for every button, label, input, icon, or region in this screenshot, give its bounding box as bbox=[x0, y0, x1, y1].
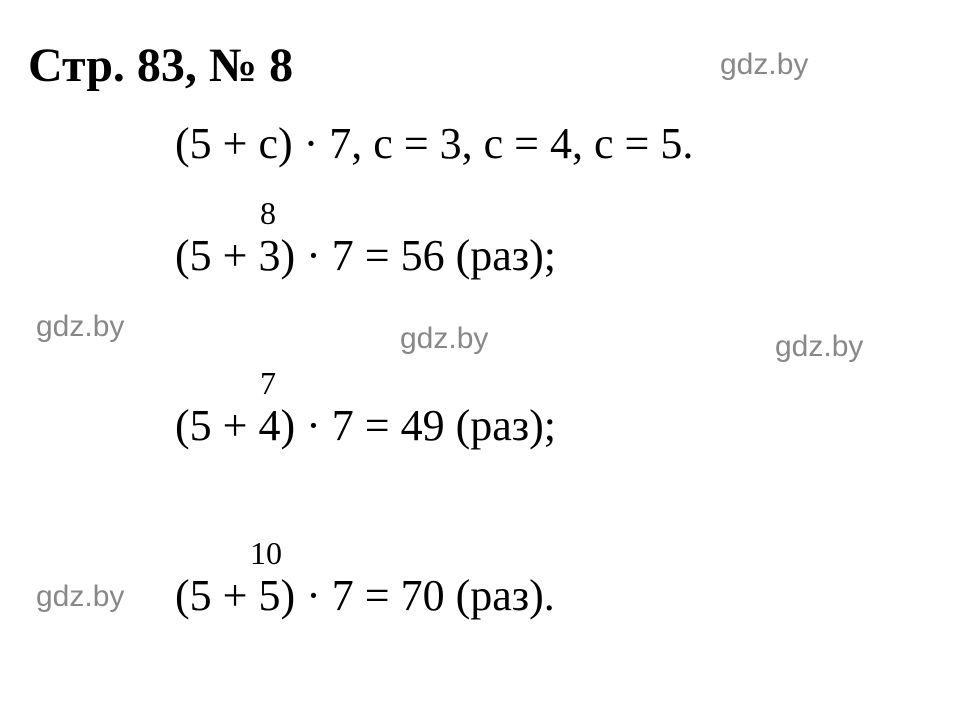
watermark-3: gdz.by bbox=[400, 322, 488, 356]
superscript-2: 7 bbox=[260, 365, 276, 402]
equation-group-3: 10 (5 + 5) · 7 = 70 (раз). bbox=[175, 570, 555, 621]
superscript-3: 10 bbox=[250, 535, 282, 572]
equation-group-1: 8 (5 + 3) · 7 = 56 (раз); bbox=[175, 230, 556, 281]
watermark-2: gdz.by bbox=[36, 310, 124, 344]
watermark-5: gdz.by bbox=[36, 580, 124, 614]
equation-group-2: 7 (5 + 4) · 7 = 49 (раз); bbox=[175, 400, 556, 451]
watermark-1: gdz.by bbox=[720, 48, 808, 82]
equation-2: (5 + 4) · 7 = 49 (раз); bbox=[175, 400, 556, 451]
watermark-4: gdz.by bbox=[775, 330, 863, 364]
document-content: Стр. 83, № 8 (5 + c) · 7, c = 3, c = 4, … bbox=[0, 0, 961, 704]
superscript-1: 8 bbox=[260, 195, 276, 232]
expression-definition: (5 + c) · 7, c = 3, c = 4, c = 5. bbox=[175, 118, 693, 169]
equation-3: (5 + 5) · 7 = 70 (раз). bbox=[175, 570, 555, 621]
equation-1: (5 + 3) · 7 = 56 (раз); bbox=[175, 230, 556, 281]
page-heading: Стр. 83, № 8 bbox=[28, 38, 293, 93]
